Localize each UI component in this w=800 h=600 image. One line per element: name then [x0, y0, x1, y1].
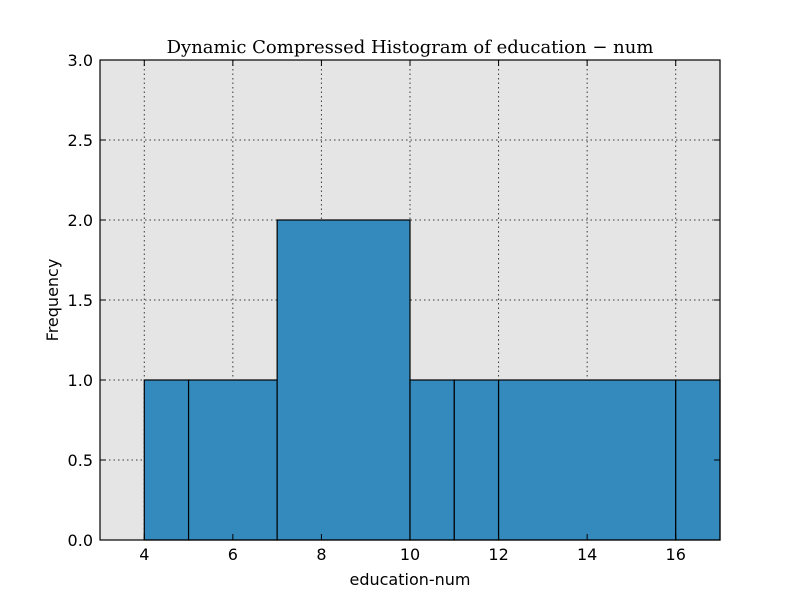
histogram-bar	[675, 379, 721, 541]
x-tick-label: 4	[139, 545, 149, 564]
y-axis: 0.0 0.5 1.0 1.5 2.0 2.5 3.0	[68, 51, 720, 550]
x-tick-label: 16	[666, 545, 686, 564]
histogram-bar	[409, 379, 455, 541]
histogram-bar	[497, 379, 677, 541]
y-tick-label: 0.0	[68, 531, 93, 550]
x-tick-label: 8	[316, 545, 326, 564]
y-tick-label: 2.0	[68, 211, 93, 230]
y-tick-label: 0.5	[68, 451, 93, 470]
histogram-bar	[276, 219, 411, 541]
histogram-bar	[143, 379, 190, 541]
x-tick-label: 10	[400, 545, 420, 564]
x-axis: 4 6 8 10 12 14 16	[139, 60, 686, 564]
x-tick-label: 6	[228, 545, 238, 564]
y-tick-label: 2.5	[68, 131, 93, 150]
bars	[143, 219, 721, 541]
histogram-bar	[453, 379, 500, 541]
chart-title: Dynamic Compressed Histogram of educatio…	[167, 37, 654, 58]
x-axis-label: education-num	[349, 570, 470, 589]
y-tick-label: 1.5	[68, 291, 93, 310]
y-tick-label: 1.0	[68, 371, 93, 390]
histogram-bar	[187, 379, 278, 541]
x-tick-label: 14	[577, 545, 597, 564]
y-axis-label: Frequency	[43, 259, 62, 342]
x-tick-label: 12	[488, 545, 508, 564]
y-tick-label: 3.0	[68, 51, 93, 70]
